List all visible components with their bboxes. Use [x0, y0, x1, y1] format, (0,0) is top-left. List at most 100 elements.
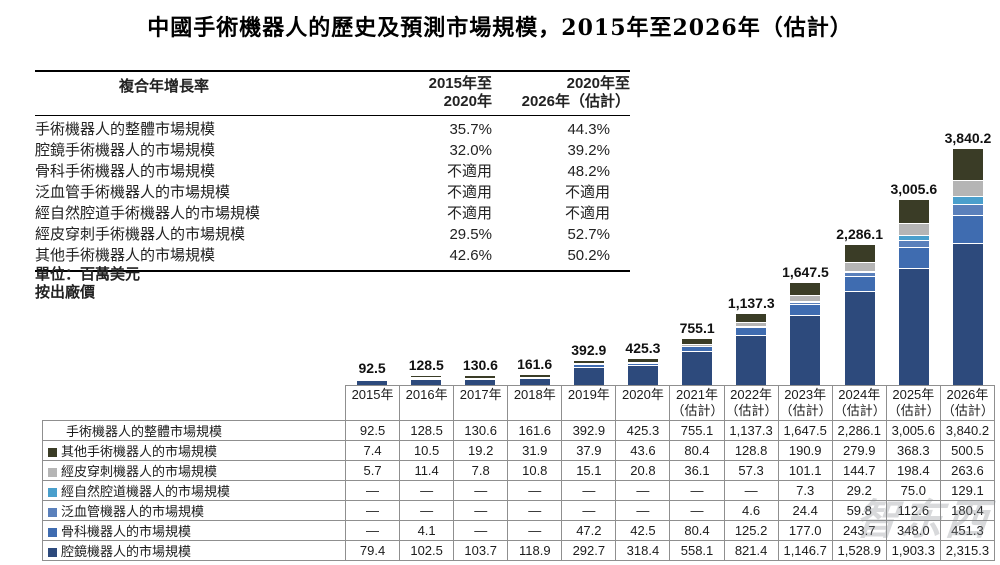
bar-segment [790, 302, 821, 304]
bar-segment [952, 203, 983, 215]
bar-segment [573, 363, 604, 365]
value-cell: 292.7 [561, 540, 617, 561]
legend-swatch-icon [48, 447, 57, 457]
bar-segment [519, 376, 550, 378]
value-cell: 80.4 [669, 520, 725, 541]
bar-segment [411, 377, 442, 379]
row-label-text: 經皮穿刺機器人的市場規模 [61, 464, 218, 479]
value-cell: 10.5 [399, 440, 455, 461]
value-cell: 47.2 [561, 520, 617, 541]
bar-segment [736, 325, 767, 327]
year-label: 2024年 [838, 387, 881, 402]
value-cell: — [453, 500, 509, 521]
table-row: 其他手術機器人的市場規模 7.4 10.5 19.2 31.9 37.9 43.6 80.4 1… [42, 440, 996, 461]
bar-segment [411, 378, 442, 385]
table-row: 手術機器人的整體市場規模 92.5 128.5 130.6 161.6 392.9 425.… [42, 420, 996, 441]
value-cell: 19.2 [453, 440, 509, 461]
bar-segment [357, 380, 388, 385]
bar-segment [573, 360, 604, 364]
value-cell: — [561, 480, 617, 501]
cagr-value-2020-2026: 不適用 [564, 205, 610, 222]
bar [790, 283, 821, 385]
bar-segment [627, 358, 658, 362]
bar-segment [898, 200, 929, 223]
cagr-row: 其他手術機器人的市場規模 42.6% 50.2% [35, 245, 630, 266]
stacked-bar-chart: 92.5 128.5 130.6 161.6 392.9 425.3 755.1 1,137.… [345, 125, 995, 385]
cagr-table: 複合年增長率 2015年至 2020年 2020年至 2026年（估計） 手術機… [35, 70, 630, 272]
row-label: 泛血管機器人的市場規模 [42, 500, 346, 521]
bar-segment [898, 235, 929, 240]
bar-column: 425.3 [616, 125, 670, 385]
bar-column: 2,286.1 [833, 125, 887, 385]
bar-column: 755.1 [670, 125, 724, 385]
cagr-row-label: 經皮穿刺手術機器人的市場規模 [35, 226, 246, 243]
legend-swatch-icon [48, 467, 57, 477]
year-label: 2022年 [730, 387, 773, 402]
cagr-row-label: 骨科手術機器人的市場規模 [35, 163, 216, 180]
value-cell: 392.9 [561, 420, 617, 441]
value-cell: — [615, 500, 671, 521]
cagr-value-2020-2026: 50.2% [567, 247, 610, 264]
bar-column: 161.6 [508, 125, 562, 385]
value-cell: 130.6 [453, 420, 509, 441]
year-header-cell: 2024年 （估計） [831, 385, 887, 421]
table-row: 經皮穿刺機器人的市場規模 5.7 11.4 7.8 10.8 15.1 20.8 36.1 57… [42, 460, 996, 481]
value-cell: 112.6 [885, 500, 941, 521]
row-label-text: 其他手術機器人的市場規模 [61, 444, 218, 459]
cagr-row-label: 手術機器人的整體市場規模 [35, 121, 216, 138]
bar-column: 128.5 [399, 125, 453, 385]
bar [357, 378, 388, 385]
value-cell: 263.6 [939, 460, 996, 481]
value-cell: 425.3 [615, 420, 671, 441]
bar-segment [952, 179, 983, 196]
bar-value-label: 3,840.2 [944, 130, 992, 147]
year-header-spacer [42, 385, 346, 421]
bar-segment [682, 345, 713, 351]
bar [736, 314, 767, 385]
value-cell: 2,315.3 [939, 540, 996, 561]
value-cell: 20.8 [615, 460, 671, 481]
year-estimate-label: （估計） [941, 403, 994, 418]
year-header-cell: 2016年 [399, 385, 455, 421]
value-cell: 11.4 [399, 460, 455, 481]
value-cell: 144.7 [831, 460, 887, 481]
value-cell: 3,005.6 [885, 420, 941, 441]
bar-segment [952, 242, 983, 385]
row-label: 其他手術機器人的市場規模 [42, 440, 346, 461]
year-estimate-label: （估計） [887, 403, 940, 418]
legend-swatch-icon [48, 507, 57, 517]
bar [573, 360, 604, 385]
value-cell: 279.9 [831, 440, 887, 461]
value-cell: 129.1 [939, 480, 996, 501]
value-cell: 348.0 [885, 520, 941, 541]
bar-value-label: 425.3 [625, 339, 661, 356]
year-header-cell: 2020年 [615, 385, 671, 421]
value-cell: 15.1 [561, 460, 617, 481]
value-cell: 31.9 [507, 440, 563, 461]
year-label: 2017年 [459, 387, 502, 402]
bar-value-label: 755.1 [679, 319, 715, 336]
bar-segment [682, 350, 713, 385]
cagr-value-2020-2026: 44.3% [567, 121, 610, 138]
value-cell: — [453, 480, 509, 501]
value-cell: — [723, 480, 779, 501]
value-cell: 755.1 [669, 420, 725, 441]
bar-segment [627, 361, 658, 363]
value-cell: 7.3 [777, 480, 833, 501]
bar-column: 392.9 [562, 125, 616, 385]
value-cell: 500.5 [939, 440, 996, 461]
year-header-cell: 2021年 （估計） [669, 385, 725, 421]
year-header-cell: 2018年 [507, 385, 563, 421]
row-label: 腔鏡機器人的市場規模 [42, 540, 346, 561]
cagr-value-2020-2026: 不適用 [564, 184, 610, 201]
cagr-value-2015-2020: 不適用 [446, 184, 492, 201]
cagr-header-metric: 複合年增長率 [119, 78, 210, 95]
value-cell: 75.0 [885, 480, 941, 501]
value-cell: 368.3 [885, 440, 941, 461]
year-label: 2015年 [351, 387, 394, 402]
year-label: 2023年 [784, 387, 827, 402]
value-cell: 125.2 [723, 520, 779, 541]
value-cell: 37.9 [561, 440, 617, 461]
table-row: 泛血管機器人的市場規模 — — — — — — —4.6 24.4 59.8 112.6 180.4 [42, 500, 996, 521]
